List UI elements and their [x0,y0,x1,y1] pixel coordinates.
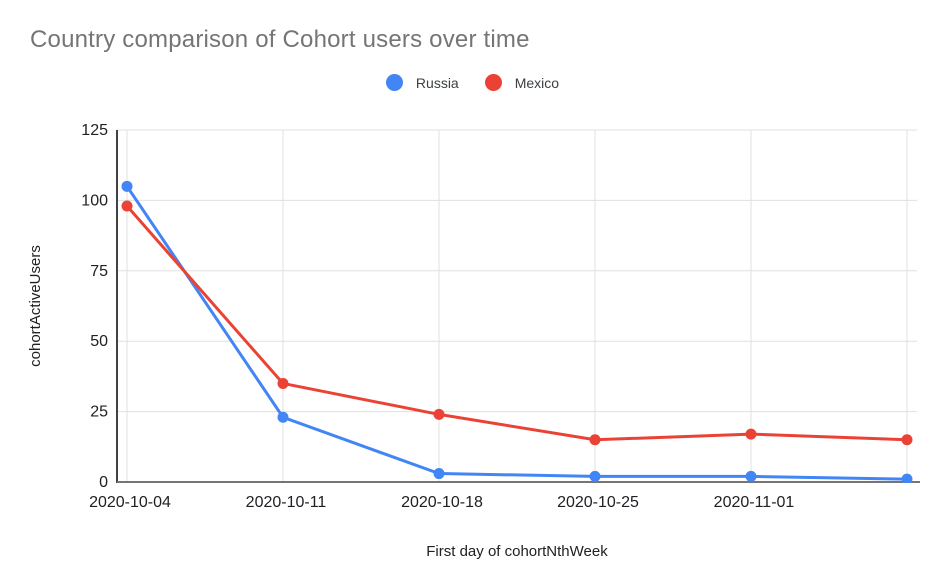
data-point [121,200,133,212]
data-point [433,468,445,480]
legend-item-russia: Russia [385,74,459,91]
legend-label: Mexico [514,74,560,91]
x-axis-tick-label: 2020-10-18 [401,494,483,511]
series-color-swatch-icon [484,74,502,91]
legend-item-mexico: Mexico [484,74,560,91]
data-point [277,411,289,423]
series-line [125,205,908,442]
data-point [121,180,133,192]
data-point [745,470,757,482]
y-axis-tick-label: 0 [99,474,108,491]
y-axis-tick-label: 125 [81,122,108,139]
series-mexico [121,200,913,446]
x-axis-title: First day of cohortNthWeek [426,543,608,560]
data-point [901,473,913,483]
chart-title: Country comparison of Cohort users over … [30,26,530,53]
y-axis-tick-label: 50 [90,333,108,350]
series-russia [121,180,913,483]
series-color-swatch-icon [385,74,403,91]
x-axis-tick-label: 2020-11-01 [714,494,795,511]
chart-legend: Russia Mexico [0,74,945,91]
x-axis-tick-label: 2020-10-04 [89,494,171,511]
data-point [745,428,757,440]
y-axis-title: cohortActiveUsers [27,245,44,367]
x-axis-tick-label: 2020-10-11 [246,494,327,511]
legend-label: Russia [415,74,459,91]
y-axis-tick-label: 75 [90,263,108,280]
y-axis-tick-label: 100 [81,192,108,209]
data-point [277,377,289,389]
x-axis-tick-label: 2020-10-25 [557,494,639,511]
data-point [901,434,913,446]
data-point [589,434,601,446]
data-point [589,470,601,482]
y-axis-tick-label: 25 [90,404,108,421]
data-point [433,408,445,420]
series-line [125,185,908,481]
